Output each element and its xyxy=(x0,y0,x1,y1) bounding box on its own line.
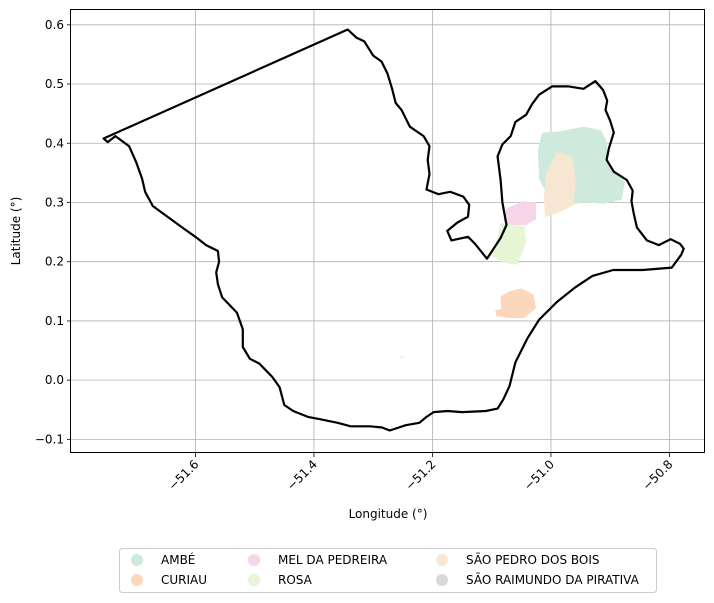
legend-marker xyxy=(248,554,260,566)
region-sao-raimundo-da-pirativa xyxy=(400,357,404,359)
y-tick-label: 0.4 xyxy=(45,136,64,150)
x-axis-ticks: −51.6 −51.4 −51.2 −51.0 −50.8 xyxy=(166,453,676,493)
region-mel-da-pedreira xyxy=(504,201,537,225)
y-tick-label: 0.0 xyxy=(45,373,64,387)
y-tick-label: 0.6 xyxy=(45,18,64,32)
y-tick-label: 0.3 xyxy=(45,195,64,209)
y-tick-label: 0.5 xyxy=(45,77,64,91)
boundary xyxy=(104,30,684,431)
x-tick-label: −51.2 xyxy=(403,457,439,493)
legend-label: ROSA xyxy=(278,573,313,587)
legend: AMBÉ CURIAU MEL DA PEDREIRA ROSA SÃO PEDRO D… xyxy=(120,549,657,593)
x-tick-label: −51.6 xyxy=(166,457,202,493)
region-curiau xyxy=(495,288,536,318)
community-regions xyxy=(400,127,625,359)
legend-label: SÃO RAIMUNDO DA PIRATIVA xyxy=(466,572,640,587)
x-tick-label: −51.0 xyxy=(521,457,557,493)
y-axis-ticks: −0.1 0.0 0.1 0.2 0.3 0.4 0.5 0.6 xyxy=(35,18,71,447)
legend-label: CURIAU xyxy=(161,573,207,587)
legend-marker xyxy=(436,554,448,566)
legend-marker xyxy=(436,574,448,586)
y-tick-label: 0.2 xyxy=(45,255,64,269)
legend-marker xyxy=(131,554,143,566)
legend-label: AMBÉ xyxy=(161,552,195,567)
legend-marker xyxy=(131,574,143,586)
x-axis-label: Longitude (°) xyxy=(349,507,428,521)
legend-label: MEL DA PEDREIRA xyxy=(278,553,388,567)
x-tick-label: −50.8 xyxy=(640,457,676,493)
x-tick-label: −51.4 xyxy=(284,457,320,493)
legend-label: SÃO PEDRO DOS BOIS xyxy=(466,552,600,567)
boundary-line xyxy=(104,30,684,431)
legend-marker xyxy=(248,574,260,586)
y-axis-label: Latitude (°) xyxy=(9,197,23,266)
y-tick-label: 0.1 xyxy=(45,314,64,328)
y-tick-label: −0.1 xyxy=(35,432,64,446)
